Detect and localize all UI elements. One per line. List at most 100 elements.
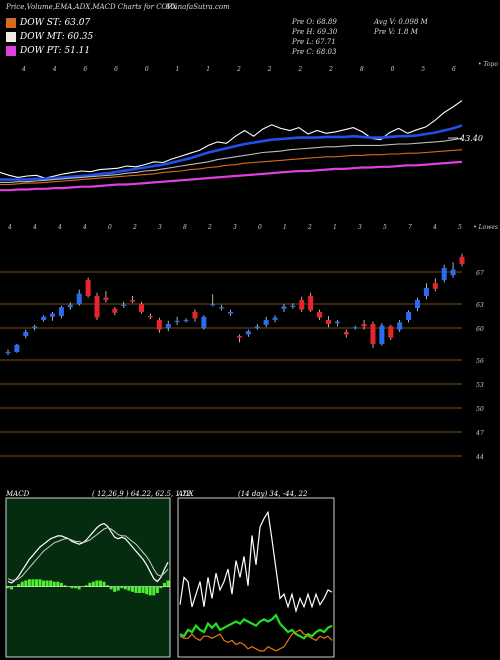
candle-body — [201, 316, 207, 328]
candle-body — [139, 304, 145, 312]
macd-signal-line — [7, 527, 169, 581]
candle-body — [183, 320, 189, 322]
candle-body — [352, 327, 358, 329]
candle-body — [41, 316, 47, 320]
candle-body — [32, 326, 38, 328]
macd-histogram-bar — [77, 586, 81, 590]
adx-title: ADX — [178, 490, 194, 498]
price-x-tick-label: 8 — [183, 224, 187, 231]
candle-body — [156, 320, 162, 330]
chart-header-site: MunafaSutra.com — [166, 3, 230, 11]
candle-body — [414, 300, 420, 308]
candle-body — [50, 313, 56, 317]
price-x-tick-label: 0 — [258, 224, 262, 231]
candle-body — [85, 280, 91, 296]
candle-body — [23, 332, 29, 336]
candle-body — [406, 312, 412, 320]
macd-params: ( 12,26,9 ) 64.22, 62.5, 1.72 — [92, 490, 191, 498]
macd-histogram-bar — [6, 586, 10, 589]
ema-x-tick-label: 2 — [267, 66, 272, 73]
macd-histogram-bar — [155, 586, 159, 593]
macd-histogram-bar — [106, 585, 110, 587]
price-x-tick-label: 2 — [207, 224, 212, 231]
candle-body — [174, 320, 180, 322]
macd-histogram-bar — [56, 581, 60, 587]
price-y-tick-label: 63 — [476, 302, 484, 309]
adx-panel-frame — [177, 497, 335, 658]
ema-x-tick-label: 2 — [236, 66, 241, 73]
price-y-tick-label: 53 — [476, 382, 484, 389]
prev-volume: Pre V: 1.8 M — [374, 28, 418, 36]
macd-histogram-bar — [116, 586, 120, 591]
candle-body — [334, 321, 340, 324]
ema-series-line — [0, 149, 463, 186]
macd-histogram-bar — [91, 581, 95, 587]
ema-x-tick-label: 4 — [52, 66, 57, 73]
candle-body — [14, 344, 20, 352]
candle-body — [272, 317, 278, 320]
candle-body — [192, 312, 198, 319]
ema-x-tick-label: 1 — [176, 66, 180, 73]
macd-histogram-bar — [152, 586, 156, 596]
legend-label-st: DOW ST: 63.07 — [20, 17, 91, 28]
price-y-tick-label: 47 — [475, 430, 484, 437]
macd-histogram-bar — [49, 580, 53, 587]
macd-panel-frame — [5, 497, 171, 658]
candle-body — [361, 324, 367, 327]
ema-series-line — [0, 124, 463, 181]
prev-high: Pre H: 69.30 — [292, 28, 338, 36]
macd-histogram-bar — [109, 586, 113, 590]
chart-header-title-text: Price,Volume,EMA,ADX,MACD Charts for COP… — [6, 3, 177, 11]
legend-swatch-mt — [6, 31, 16, 42]
candle-body — [397, 322, 403, 330]
candle-body — [432, 283, 438, 289]
macd-histogram-bar — [148, 586, 152, 596]
candle-body — [343, 332, 349, 335]
macd-histogram-bar — [52, 581, 56, 587]
macd-histogram-bar — [130, 586, 134, 592]
prev-close: Pre C: 68.03 — [292, 48, 337, 56]
ema-series-line — [0, 160, 463, 192]
macd-histogram-bar — [31, 579, 35, 587]
macd-histogram-bar — [145, 586, 149, 595]
candle-body — [210, 304, 216, 306]
price-x-tick-label: 1 — [333, 224, 337, 231]
price-x-tick-label: 4 — [32, 224, 37, 231]
macd-histogram-bar — [74, 586, 78, 589]
adx-params: (14 day) 34, -44, 22 — [238, 490, 308, 498]
macd-histogram-bar — [24, 580, 28, 587]
candle-body — [112, 308, 118, 313]
price-x-tick-label: 3 — [158, 224, 162, 231]
candle-body — [423, 288, 429, 296]
macd-histogram-bar — [34, 579, 38, 587]
macd-histogram-bar — [141, 586, 145, 593]
macd-histogram-bar — [138, 586, 142, 593]
macd-histogram-bar — [63, 585, 67, 587]
candle-body — [165, 324, 171, 328]
price-x-tick-label: 4 — [82, 224, 87, 231]
macd-histogram-bar — [162, 582, 166, 587]
macd-histogram-bar — [17, 584, 21, 587]
legend-item-st: DOW ST: 63.07 — [6, 16, 90, 29]
candle-body — [459, 256, 465, 264]
candle-body — [121, 304, 127, 306]
macd-histogram-bar — [120, 586, 124, 589]
price-y-tick-label: 60 — [476, 326, 484, 333]
candle-body — [58, 307, 64, 316]
ema-x-tick-label: 2 — [297, 66, 302, 73]
ema-x-tick-label: 4 — [21, 66, 26, 73]
macd-histogram-bar — [45, 580, 49, 587]
candle-body — [94, 296, 100, 318]
price-y-tick-label: 56 — [476, 358, 484, 365]
avg-volume: Avg V: 0.098 M — [374, 18, 428, 26]
candle-body — [388, 326, 394, 338]
candle-body — [370, 324, 376, 344]
candle-body — [308, 296, 314, 311]
macd-title: MACD — [6, 490, 30, 498]
candle-body — [299, 300, 305, 310]
adx-series-line — [179, 629, 333, 652]
candle-body — [219, 307, 225, 309]
candle-body — [76, 293, 82, 304]
macd-histogram-bar — [166, 580, 170, 587]
